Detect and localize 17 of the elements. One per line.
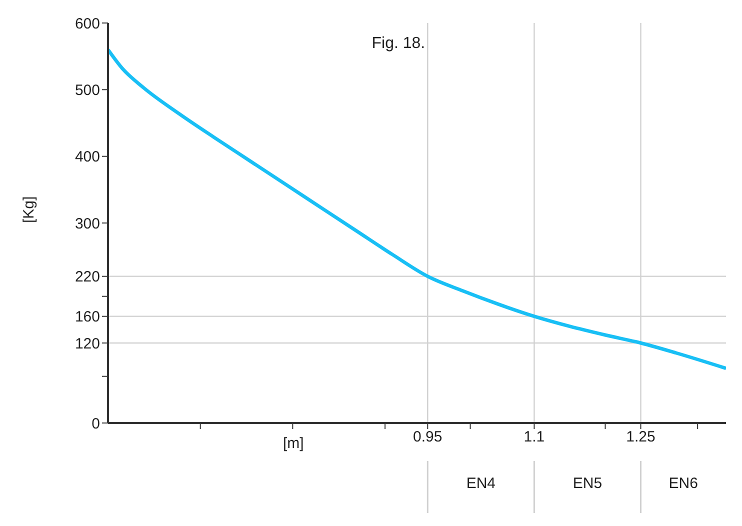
x-tick-label: 1.1 — [524, 428, 545, 446]
x-axis-title: [m] — [282, 435, 304, 452]
text: EN6 — [668, 475, 698, 492]
y-tick-label: 400 — [74, 148, 100, 166]
y-tick-label: 0 — [92, 415, 100, 432]
x-tick-label: 1.25 — [626, 428, 656, 446]
y-tick-label: 300 — [74, 215, 100, 232]
text: EN4 — [466, 475, 496, 492]
y-tick-label: 220 — [74, 268, 100, 286]
text: EN5 — [572, 475, 602, 492]
y-tick-label: 120 — [74, 335, 100, 352]
y-tick-label: 160 — [74, 308, 100, 326]
y-tick-label: 500 — [74, 82, 100, 99]
y-tick-label: 600 — [74, 15, 100, 32]
x-tick-label: 0.95 — [413, 428, 442, 446]
text: Fig. 18. — [372, 35, 426, 52]
y-axis-title: [Kg] — [20, 196, 38, 223]
